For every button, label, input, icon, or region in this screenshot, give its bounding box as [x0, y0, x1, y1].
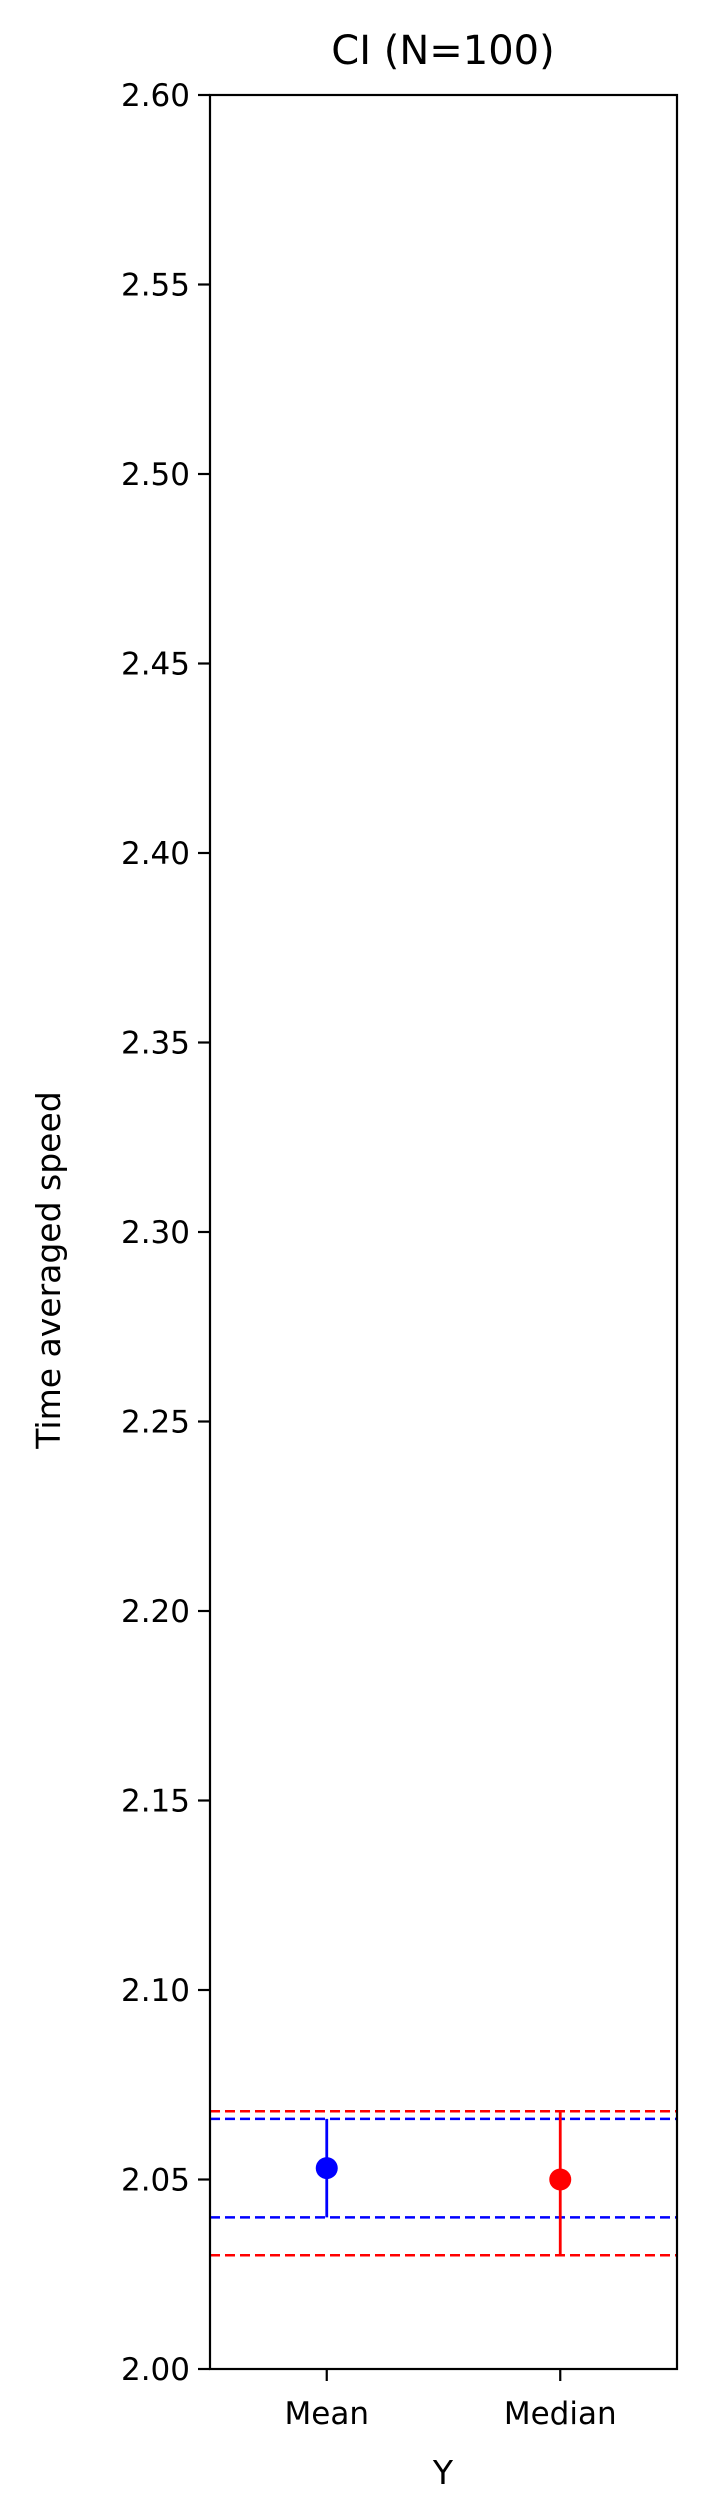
- y-tick-label-4: 2.20: [121, 1594, 190, 1630]
- y-tick-label-2: 2.10: [121, 1973, 190, 2009]
- chart-title: CI (N=100): [331, 28, 554, 74]
- x-tick-label-mean: Mean: [285, 2396, 369, 2432]
- axes-frame: [208, 93, 679, 2371]
- y-tick-label-1: 2.05: [121, 2163, 190, 2199]
- y-tick-label-12: 2.60: [121, 78, 190, 114]
- data-point-mean: [315, 2157, 338, 2180]
- x-tick-label-median: Median: [504, 2396, 617, 2432]
- y-tick-label-3: 2.15: [121, 1784, 190, 1820]
- plot-area: 2.00 2.05 2.10 2.15 2.20 2.25 2.30 2.35 2.40 2.45…: [121, 78, 679, 2432]
- data-point-median: [549, 2168, 572, 2191]
- y-tick-label-10: 2.50: [121, 457, 190, 493]
- y-tick-label-5: 2.25: [121, 1405, 190, 1441]
- y-tick-label-7: 2.35: [121, 1026, 190, 1062]
- y-tick-label-8: 2.40: [121, 836, 190, 872]
- y-tick-label-9: 2.45: [121, 647, 190, 683]
- y-axis-title: Time averaged speed: [29, 1091, 68, 1449]
- y-tick-label-11: 2.55: [121, 268, 190, 304]
- y-tick-label-6: 2.30: [121, 1215, 190, 1251]
- y-tick-label-0: 2.00: [121, 2352, 190, 2388]
- x-axis-title: Y: [432, 2453, 454, 2492]
